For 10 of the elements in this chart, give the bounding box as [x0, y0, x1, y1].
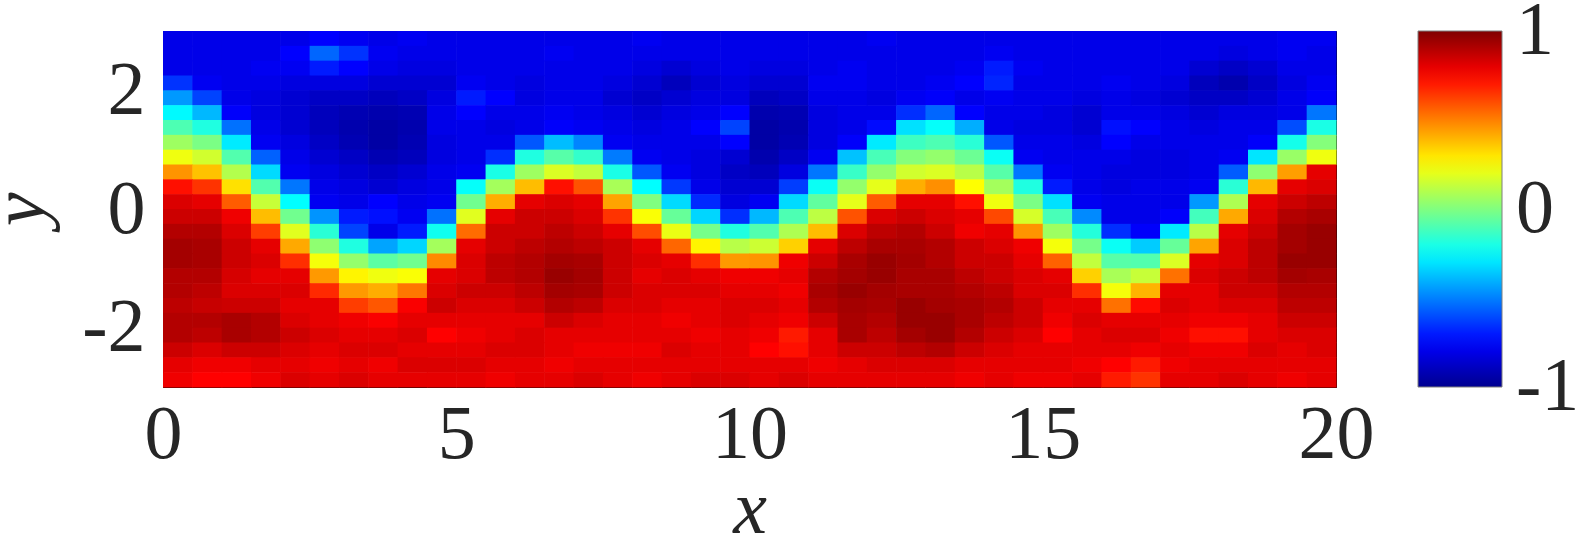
color-bar-label: 0: [1516, 164, 1554, 248]
y-tick-label: 2: [107, 45, 146, 130]
color-bar-label: 1: [1516, 0, 1554, 70]
color-bar-label: -1: [1516, 342, 1580, 426]
y-tick-label: 0: [107, 164, 146, 249]
x-tick-label: 5: [437, 389, 476, 474]
y-axis-title: y: [0, 192, 61, 234]
x-tick-label: 15: [1005, 389, 1082, 474]
x-tick-label: 20: [1298, 389, 1375, 474]
y-tick-label: -2: [82, 283, 146, 368]
